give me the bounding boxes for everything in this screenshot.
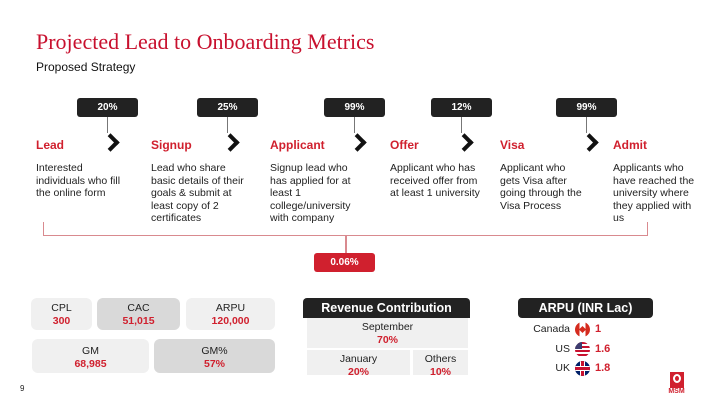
cell-value: 20% xyxy=(347,366,369,378)
chevron-right-icon xyxy=(348,133,367,152)
us-flag-icon xyxy=(575,342,590,357)
cell-label: September xyxy=(361,321,414,333)
connector-line xyxy=(107,117,108,133)
cell-label: January xyxy=(339,353,378,365)
connector-line xyxy=(227,117,228,133)
stage-description: Applicants who have reached the universi… xyxy=(613,162,695,224)
stage-label: Signup xyxy=(151,138,192,152)
kpi-value: 57% xyxy=(203,358,225,370)
chevron-right-icon xyxy=(455,133,474,152)
kpi-cac: CAC 51,015 xyxy=(97,298,180,330)
kpi-label: GM% xyxy=(201,345,228,357)
arpu-header: ARPU (INR Lac) xyxy=(518,298,653,318)
stage-description: Lead who share basic details of their go… xyxy=(151,162,244,224)
kpi-arpu: ARPU 120,000 xyxy=(186,298,275,330)
msm-logo: MSM xyxy=(664,372,689,395)
stage-label: Admit xyxy=(613,138,647,152)
stage-description: Applicant who has received offer from at… xyxy=(390,162,480,199)
chevron-right-icon xyxy=(221,133,240,152)
page-subtitle: Proposed Strategy xyxy=(36,60,136,74)
revenue-header: Revenue Contribution xyxy=(303,298,470,318)
arpu-value: 1.6 xyxy=(595,343,611,355)
conversion-badge: 20% xyxy=(77,98,138,117)
conversion-badge: 99% xyxy=(324,98,385,117)
kpi-value: 51,015 xyxy=(122,315,155,327)
page-number: 9 xyxy=(20,384,25,393)
kpi-label: CPL xyxy=(51,302,72,314)
revenue-cell-january: January 20% xyxy=(307,350,410,378)
kpi-value: 300 xyxy=(52,315,71,327)
canada-flag-icon xyxy=(575,322,590,337)
chevron-right-icon xyxy=(101,133,120,152)
overall-conversion-badge: 0.06% xyxy=(314,253,375,272)
kpi-label: GM xyxy=(82,345,99,357)
connector-line xyxy=(461,117,462,133)
revenue-cell-september: September 70% xyxy=(307,318,468,348)
cell-label: Others xyxy=(424,353,457,365)
arpu-country: UK xyxy=(555,362,570,374)
funnel-bracket xyxy=(43,222,648,236)
stage-label: Lead xyxy=(36,138,65,152)
kpi-gm: GM 68,985 xyxy=(32,339,149,373)
conversion-badge: 99% xyxy=(556,98,617,117)
stage-description: Signup lead who has applied for at least… xyxy=(270,162,351,224)
bracket-stem xyxy=(345,236,347,253)
kpi-value: 68,985 xyxy=(74,358,107,370)
conversion-badge: 25% xyxy=(197,98,258,117)
chevron-right-icon xyxy=(580,133,599,152)
stage-label: Applicant xyxy=(270,138,325,152)
connector-line xyxy=(586,117,587,133)
conversion-badge: 12% xyxy=(431,98,492,117)
cell-value: 70% xyxy=(376,334,398,346)
stage-description: Interested individuals who fill the onli… xyxy=(36,162,121,199)
kpi-cpl: CPL 300 xyxy=(31,298,92,330)
arpu-country: Canada xyxy=(533,323,570,335)
kpi-label: ARPU xyxy=(215,302,246,314)
arpu-value: 1.8 xyxy=(595,362,611,374)
stage-description: Applicant who gets Visa after going thro… xyxy=(500,162,582,212)
arpu-country: US xyxy=(555,343,570,355)
cell-value: 10% xyxy=(429,366,451,378)
kpi-value: 120,000 xyxy=(211,315,250,327)
kpi-gm-percent: GM% 57% xyxy=(154,339,275,373)
arpu-value: 1 xyxy=(595,323,602,335)
uk-flag-icon xyxy=(575,361,590,376)
kpi-label: CAC xyxy=(127,302,150,314)
stage-label: Offer xyxy=(390,138,419,152)
page-title: Projected Lead to Onboarding Metrics xyxy=(36,29,375,54)
stage-label: Visa xyxy=(500,138,525,152)
connector-line xyxy=(354,117,355,133)
logo-text: MSM xyxy=(668,388,685,395)
revenue-cell-others: Others 10% xyxy=(413,350,468,378)
